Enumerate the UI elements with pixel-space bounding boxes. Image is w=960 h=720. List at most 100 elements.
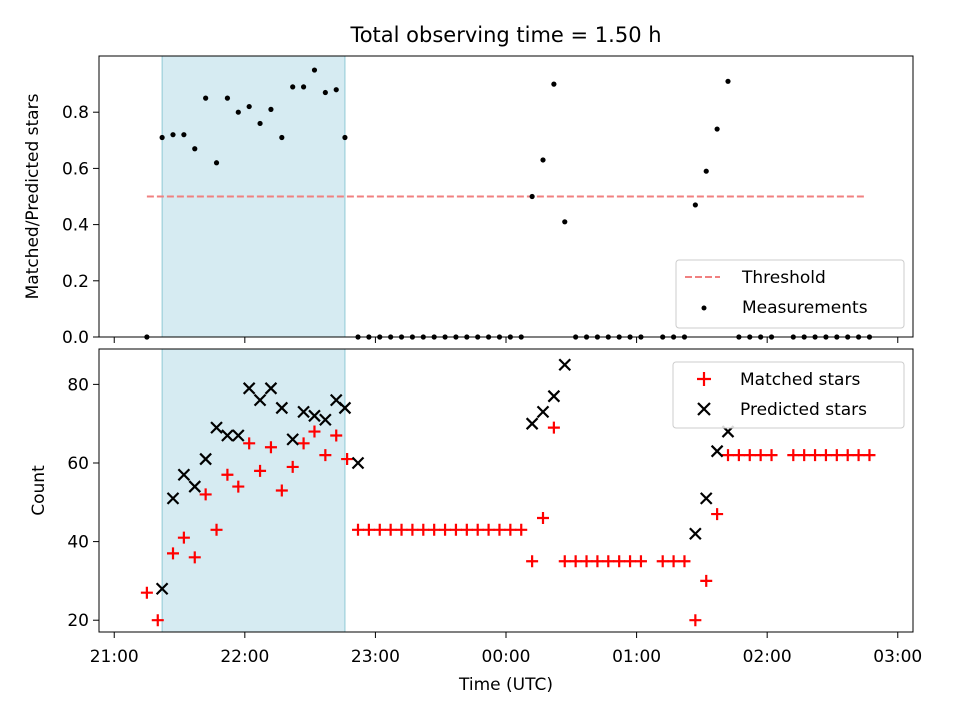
- matched-star-point: [547, 421, 560, 434]
- matched-star-point: [754, 449, 767, 462]
- matched-star-point: [341, 453, 354, 466]
- matched-star-point: [384, 523, 397, 536]
- y-tick-label: 80: [67, 375, 89, 395]
- matched-star-point: [711, 508, 724, 521]
- matched-star-point: [678, 555, 691, 568]
- matched-star-point: [634, 555, 647, 568]
- matched-star-point: [352, 523, 364, 536]
- measurement-point: [246, 103, 252, 110]
- measurement-point: [224, 95, 231, 101]
- predicted-star-point: [264, 382, 278, 395]
- bottom-shaded-region: [161, 348, 346, 633]
- matched-star-point: [515, 523, 528, 536]
- x-tick-label: 21:00: [90, 647, 139, 667]
- y-tick-label: 0.2: [62, 272, 89, 292]
- matched-star-point: [863, 449, 876, 462]
- matched-star-point: [787, 449, 800, 462]
- matched-star-point: [177, 531, 190, 544]
- matched-star-point: [406, 523, 419, 536]
- measurement-point: [235, 109, 241, 115]
- matched-star-point: [221, 468, 234, 481]
- measurement-point: [529, 193, 535, 200]
- chart-title: Total observing time = 1.50 h: [349, 23, 661, 47]
- matched-star-point: [558, 555, 571, 568]
- predicted-star-point: [319, 413, 332, 427]
- matched-star-point: [493, 523, 506, 536]
- matched-star-point: [330, 429, 343, 442]
- matched-star-point: [732, 449, 745, 462]
- matched-star-point: [580, 555, 593, 568]
- predicted-star-point: [699, 492, 713, 505]
- measurement-point: [311, 67, 318, 73]
- predicted-star-point: [558, 358, 572, 371]
- measurement-point: [342, 134, 348, 141]
- matched-star-point: [765, 449, 778, 462]
- legend-predicted-label: Predicted stars: [740, 400, 867, 420]
- measurement-point: [714, 126, 720, 132]
- matched-star-point: [656, 555, 669, 568]
- predicted-star-point: [547, 389, 561, 403]
- matched-star-point: [439, 523, 452, 536]
- matched-star-point: [286, 460, 299, 473]
- matched-star-point: [624, 555, 637, 568]
- predicted-star-point: [338, 401, 352, 415]
- top-x-ticks: [113, 337, 899, 343]
- matched-star-point: [667, 555, 680, 568]
- measurement-point: [170, 132, 176, 138]
- x-tick-label: 03:00: [873, 647, 922, 667]
- measurement-point: [322, 89, 328, 96]
- predicted-star-point: [155, 582, 169, 596]
- x-tick-label: 00:00: [482, 647, 531, 667]
- legend-measurements-swatch: [701, 305, 707, 311]
- predicted-star-point: [525, 417, 539, 430]
- matched-star-point: [841, 449, 854, 462]
- matched-stars-points: [140, 421, 876, 627]
- bottom-panel: 20 40 60 80 21:00 22:00 23:00 00:00 01:00 02:00 0…: [29, 348, 922, 695]
- matched-star-point: [362, 523, 375, 536]
- matched-star-point: [482, 523, 495, 536]
- matched-star-point: [798, 449, 811, 462]
- x-axis-label: Time (UTC): [458, 675, 553, 695]
- measurement-point: [562, 219, 568, 225]
- measurement-point: [181, 132, 187, 138]
- matched-star-point: [569, 555, 582, 568]
- matched-star-point: [188, 551, 201, 564]
- bottom-y-ticks: 20 40 60 80: [67, 375, 99, 631]
- matched-star-point: [743, 449, 756, 462]
- matched-star-point: [275, 484, 288, 497]
- measurement-point: [279, 134, 285, 141]
- measurement-point: [725, 78, 731, 84]
- matched-star-point: [689, 614, 702, 627]
- measurement-point: [203, 95, 209, 101]
- measurement-point: [192, 146, 198, 152]
- matched-star-point: [722, 449, 734, 462]
- measurement-point: [300, 84, 307, 90]
- top-y-axis-label: Matched/Predicted stars: [23, 93, 43, 299]
- matched-star-point: [428, 523, 441, 536]
- top-legend-box: [675, 259, 905, 329]
- measurement-point: [213, 160, 220, 166]
- y-tick-label: 0.0: [62, 328, 89, 348]
- predicted-star-point: [536, 405, 550, 419]
- matched-star-point: [199, 488, 212, 501]
- measurement-point: [551, 81, 557, 87]
- predicted-stars-points: [155, 358, 735, 596]
- matched-star-point: [504, 523, 517, 536]
- bottom-legend-box: [672, 361, 905, 429]
- legend-measurements-label: Measurements: [742, 298, 868, 318]
- bottom-y-axis-label: Count: [29, 465, 49, 516]
- y-tick-label: 40: [67, 533, 89, 553]
- matched-star-point: [537, 512, 549, 525]
- matched-star-point: [449, 523, 462, 536]
- matched-star-point: [852, 449, 865, 462]
- legend-threshold-label: Threshold: [741, 268, 826, 288]
- predicted-star-point: [221, 429, 234, 442]
- measurement-point: [268, 106, 274, 112]
- measurement-point: [257, 120, 263, 127]
- matched-star-point: [417, 523, 430, 536]
- predicted-star-point: [177, 468, 191, 482]
- x-tick-label: 22:00: [220, 647, 269, 667]
- predicted-star-point: [297, 405, 310, 419]
- legend-matched-swatch: [697, 372, 711, 386]
